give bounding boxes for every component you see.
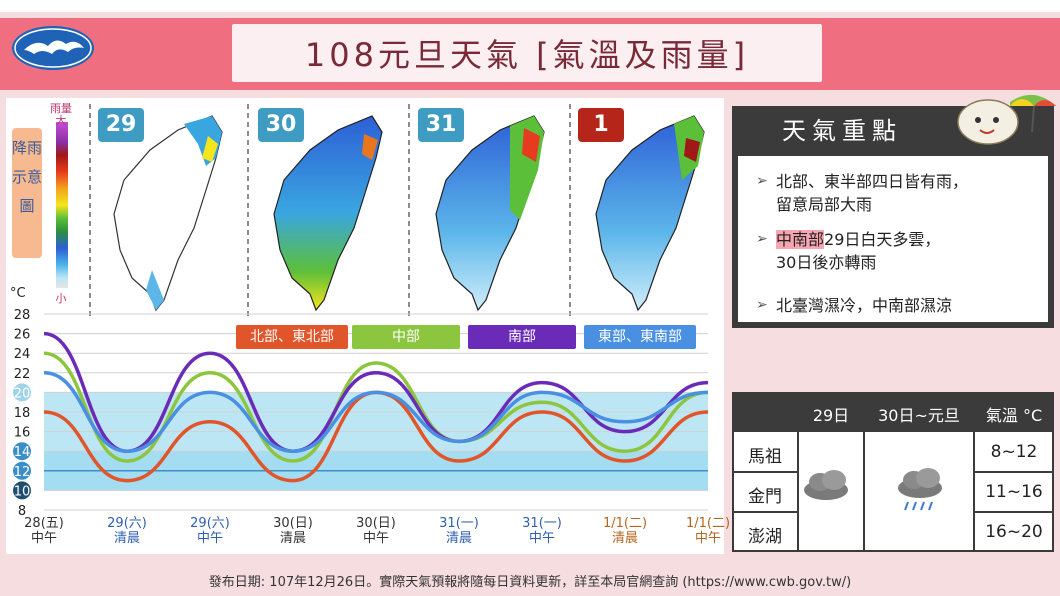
island-name: 馬祖 (748, 447, 782, 467)
rain-legend-bottom: 小 (55, 292, 67, 305)
x-tick-label: 29(六) 中午 (190, 516, 230, 546)
y-tick-label: 8 (18, 504, 26, 519)
islands-table: 29日 30日~元旦 氣溫 °C 馬祖 金門 澎湖 8~12 11~16 16~… (732, 392, 1054, 552)
series-line-2 (43, 351, 709, 463)
x-tick-label: 31(一) 中午 (522, 516, 562, 546)
day-badge-30: 30 (258, 108, 304, 142)
arrow-icon: ➢ (756, 173, 768, 189)
rain-legend-bar (56, 122, 68, 288)
day-badge-29: 29 (98, 108, 144, 142)
rain-maps (56, 104, 705, 320)
top-strip (0, 0, 1060, 12)
y-tick-bubble (13, 481, 31, 500)
day-badge-1: 1 (578, 108, 624, 142)
temperature-chart: 28 26 24 22 20 18 16 14 12 10 8 °C (10, 286, 709, 519)
header-30-newyear: 30日~元旦 (878, 406, 960, 425)
series-legend-2: 中部 (352, 325, 460, 349)
island-temp: 8~12 (990, 442, 1038, 462)
rain-cloud-icon (898, 468, 942, 511)
y-tick-bubble (13, 383, 31, 402)
footer: 發布日期: 107年12月26日。實際天氣預報將隨每日資料更新，詳至本局官網查詢… (0, 562, 1060, 596)
highlights-body: ➢ 北部、東半部四日皆有雨， 留意局部大雨 ➢ 中南部29日白天多雲， 30日後… (738, 156, 1048, 322)
series-line-4 (43, 371, 709, 453)
map-day-30 (273, 115, 383, 312)
series-legend-4: 東部、東南部 (584, 325, 696, 349)
x-tick-label: 28(五) 中午 (24, 516, 64, 546)
highlights-title: 天氣重點 (782, 117, 902, 145)
header-29: 29日 (812, 406, 850, 425)
y-tick-label: 26 (14, 328, 31, 343)
arrow-icon: ➢ (756, 231, 768, 247)
y-axis-label: °C (10, 286, 26, 301)
highlight-item-3: ➢ 北臺灣濕冷，中南部濕涼 (756, 296, 953, 315)
map-day-1 (595, 115, 705, 312)
map-day-31 (435, 115, 545, 312)
rain-legend-label: 降雨示意圖 (12, 128, 42, 258)
x-tick-label: 1/1(二) 清晨 (602, 516, 648, 546)
y-tick-label: 10 (14, 484, 31, 499)
y-tick-label: 24 (14, 347, 31, 362)
highlight-item-2: ➢ 中南部29日白天多雲， 30日後亦轉雨 (756, 230, 941, 272)
weather-highlights-panel: 天氣重點 ➢ 北部、東半部四日皆有雨， 留意局部大雨 ➢ 中南部29日白天多雲，… (732, 106, 1054, 328)
highlight-item-1: ➢ 北部、東半部四日皆有雨， 留意局部大雨 (756, 172, 969, 214)
y-tick-label: 12 (14, 465, 31, 480)
island-name: 澎湖 (748, 527, 782, 547)
x-tick-label: 30(日) 中午 (356, 516, 396, 546)
y-tick-label: 14 (14, 445, 31, 460)
x-tick-label: 1/1(二) 中午 (685, 516, 731, 546)
cwb-logo-icon (12, 26, 94, 70)
page-title: 108元旦天氣 [氣溫及雨量] (304, 36, 750, 74)
y-tick-bubble (13, 461, 31, 480)
x-tick-label: 30(日) 清晨 (273, 516, 313, 546)
x-tick-label: 29(六) 清晨 (107, 516, 147, 546)
y-tick-label: 18 (14, 406, 31, 421)
rain-legend-top: 雨量大 (50, 102, 72, 127)
series-legend-1: 北部、東北部 (236, 325, 348, 349)
day-badge-31: 31 (418, 108, 464, 142)
header-temp: 氣溫 °C (985, 406, 1043, 425)
y-tick-label: 20 (14, 386, 31, 401)
y-tick-label: 16 (14, 426, 31, 441)
arrow-icon: ➢ (756, 297, 768, 313)
y-tick-label: 28 (14, 308, 31, 323)
island-temp: 16~20 (985, 522, 1043, 542)
y-tick-bubble (13, 442, 31, 461)
island-name: 金門 (748, 487, 782, 507)
island-temp: 11~16 (985, 482, 1043, 502)
title-box: 108元旦天氣 [氣溫及雨量] (232, 24, 822, 82)
mascot-umbrella-icon (957, 94, 1056, 145)
footer-text: 發布日期: 107年12月26日。實際天氣預報將隨每日資料更新，詳至本局官網查詢… (208, 575, 852, 590)
map-day-29 (113, 115, 223, 312)
x-tick-label: 31(一) 清晨 (439, 516, 479, 546)
cloud-icon (804, 470, 848, 500)
y-tick-label: 22 (14, 367, 31, 382)
series-legend-3: 南部 (468, 325, 576, 349)
